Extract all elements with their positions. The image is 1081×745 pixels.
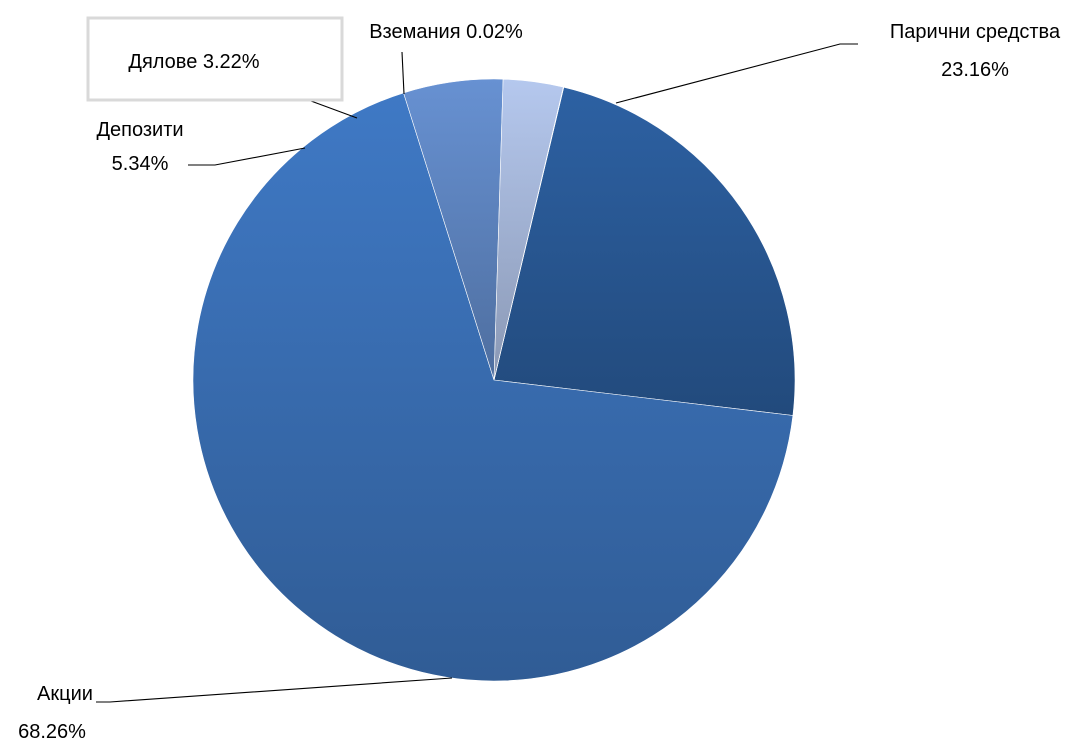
pie-slice-2 bbox=[192, 92, 794, 682]
data-label-2-line-1: Акции bbox=[37, 683, 93, 705]
data-label-5-line-1: Вземания 0.02% bbox=[369, 21, 523, 43]
data-labels-layer: Парични средства 23.16% Акции 68.26% Депозит… bbox=[18, 16, 1061, 743]
data-label-1-line-2: 23.16% bbox=[941, 59, 1009, 81]
data-label-box-4 bbox=[86, 16, 344, 102]
data-label-3-line-2: 5.34% bbox=[112, 153, 169, 175]
leader-lines-layer bbox=[96, 43, 858, 703]
pie-slice-5 bbox=[493, 86, 565, 381]
leader-line-5 bbox=[401, 51, 405, 95]
leader-line-2 bbox=[96, 677, 453, 703]
leader-line-3 bbox=[188, 147, 306, 166]
data-label-4-line-1: Дялове 3.22% bbox=[128, 51, 259, 73]
data-label-3-line-1: Депозити bbox=[96, 119, 183, 141]
pie-slice-1 bbox=[493, 86, 796, 416]
data-label-1-line-1: Парични средства bbox=[890, 21, 1061, 43]
data-label-2-line-2: 68.26% bbox=[18, 721, 86, 740]
slices-layer bbox=[192, 78, 796, 682]
leader-line-1 bbox=[615, 43, 858, 104]
